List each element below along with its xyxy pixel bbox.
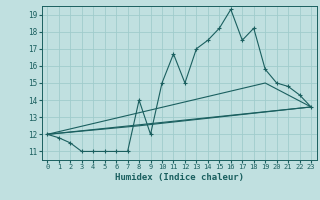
X-axis label: Humidex (Indice chaleur): Humidex (Indice chaleur) — [115, 173, 244, 182]
